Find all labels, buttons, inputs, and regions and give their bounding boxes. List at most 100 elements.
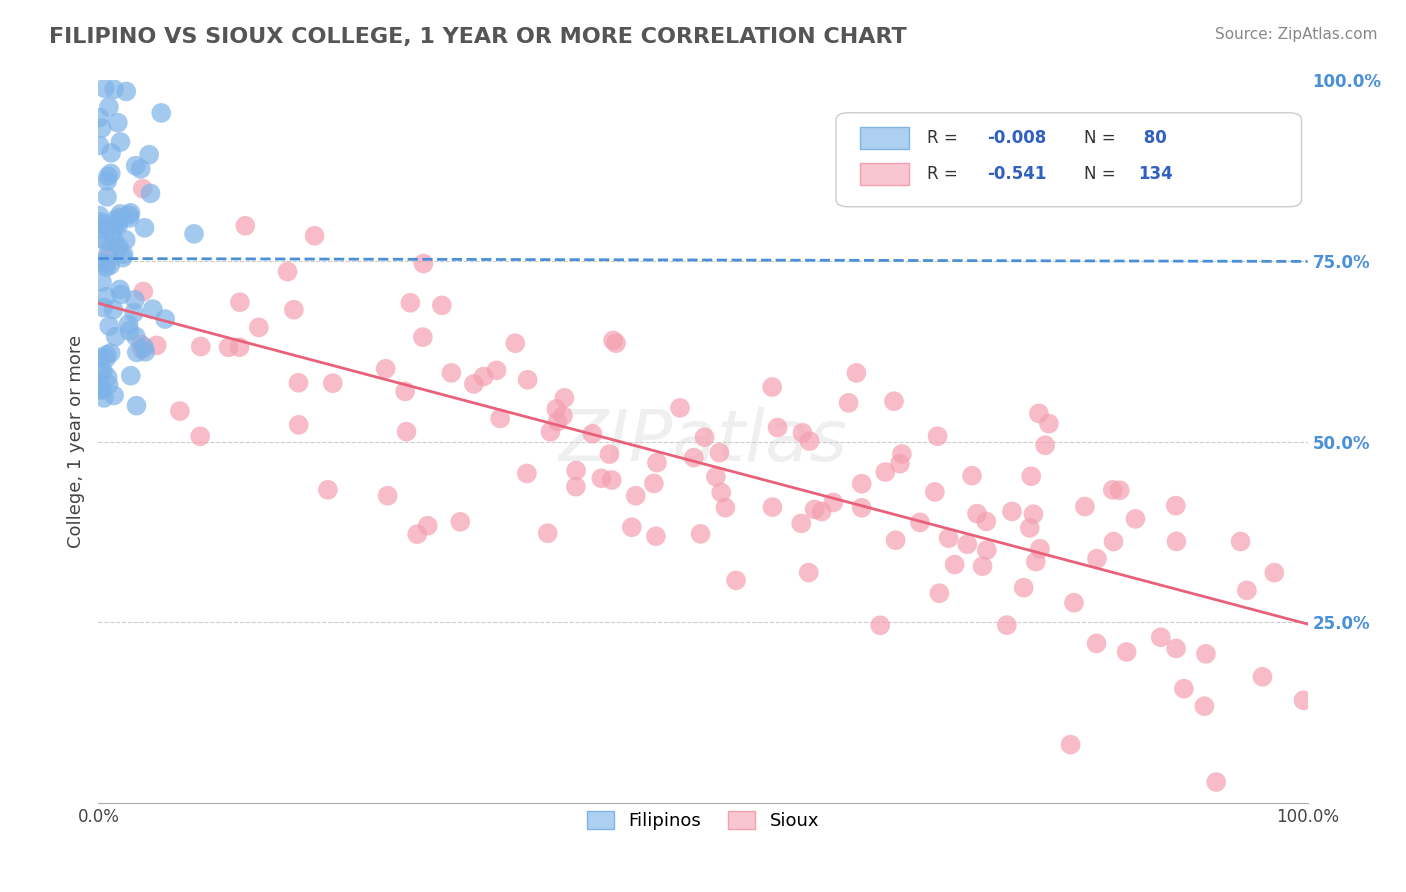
Point [851, 500, 873, 515]
Point [704, 469, 727, 483]
Point [89, 138, 111, 153]
Point [960, 468, 983, 483]
Point [91, 364, 114, 378]
Point [553, 391, 575, 405]
FancyBboxPatch shape [860, 163, 908, 185]
Point [600, 473, 623, 487]
Point [1033, 438, 1056, 452]
Point [565, 463, 588, 477]
Point [1236, 583, 1258, 598]
Point [1164, 641, 1187, 656]
Point [118, 324, 141, 338]
Point [645, 456, 668, 470]
Point [643, 476, 665, 491]
Point [851, 476, 873, 491]
Point [689, 527, 711, 541]
Point [1028, 406, 1050, 420]
Point [145, 338, 167, 352]
Point [565, 480, 588, 494]
Point [485, 363, 508, 377]
Point [96, 174, 118, 188]
Point [538, 425, 561, 439]
Point [100, 145, 122, 160]
Point [98, 318, 121, 333]
Point [516, 373, 538, 387]
Point [229, 295, 252, 310]
Point [98, 100, 121, 114]
Text: N =: N = [1084, 129, 1121, 147]
Point [924, 484, 946, 499]
Point [103, 302, 125, 317]
Point [669, 401, 692, 415]
Point [1074, 500, 1097, 514]
Point [89, 209, 111, 223]
Point [709, 445, 731, 459]
Point [416, 518, 439, 533]
Point [93, 391, 115, 405]
Point [1012, 581, 1035, 595]
Point [97, 377, 120, 392]
Point [91, 301, 114, 315]
Point [104, 212, 127, 227]
Point [118, 211, 141, 225]
Y-axis label: College, 1 year or more: College, 1 year or more [66, 335, 84, 548]
Point [125, 399, 148, 413]
Point [91, 275, 114, 289]
Point [761, 500, 783, 515]
Point [1292, 693, 1315, 707]
Point [790, 516, 813, 531]
Point [132, 182, 155, 196]
Point [875, 465, 897, 479]
Point [110, 135, 132, 149]
Point [725, 574, 748, 588]
Point [1263, 566, 1285, 580]
Point [1150, 630, 1173, 644]
Point [1194, 699, 1216, 714]
Point [98, 243, 121, 257]
Point [96, 260, 118, 275]
Point [132, 285, 155, 299]
Point [1166, 534, 1188, 549]
Point [91, 383, 114, 397]
Point [97, 169, 120, 184]
Point [966, 507, 988, 521]
Point [322, 376, 344, 391]
Point [581, 426, 603, 441]
Point [1251, 670, 1274, 684]
Point [134, 344, 156, 359]
Text: FILIPINO VS SIOUX COLLEGE, 1 YEAR OR MORE CORRELATION CHART: FILIPINO VS SIOUX COLLEGE, 1 YEAR OR MOR… [49, 27, 907, 46]
Point [440, 366, 463, 380]
Point [374, 361, 396, 376]
Point [974, 515, 997, 529]
Point [710, 485, 733, 500]
Point [94, 351, 117, 366]
Point [1164, 499, 1187, 513]
Point [115, 84, 138, 98]
Point [110, 207, 132, 221]
Point [134, 340, 156, 354]
Point [890, 447, 912, 461]
Point [644, 529, 666, 543]
Point [93, 81, 115, 95]
Text: -0.008: -0.008 [987, 129, 1046, 147]
Point [276, 264, 298, 278]
Point [1108, 483, 1130, 498]
Point [108, 211, 131, 225]
Point [90, 364, 112, 378]
Point [96, 348, 118, 362]
Point [89, 351, 111, 365]
Point [399, 295, 422, 310]
Point [104, 218, 127, 232]
Point [546, 401, 568, 416]
Point [463, 376, 485, 391]
Point [928, 586, 950, 600]
Point [111, 251, 134, 265]
Point [117, 317, 139, 331]
Point [792, 425, 814, 440]
Point [1038, 417, 1060, 431]
Point [107, 116, 129, 130]
Point [96, 190, 118, 204]
Text: 134: 134 [1139, 165, 1173, 183]
Point [406, 527, 429, 541]
Point [489, 411, 512, 425]
